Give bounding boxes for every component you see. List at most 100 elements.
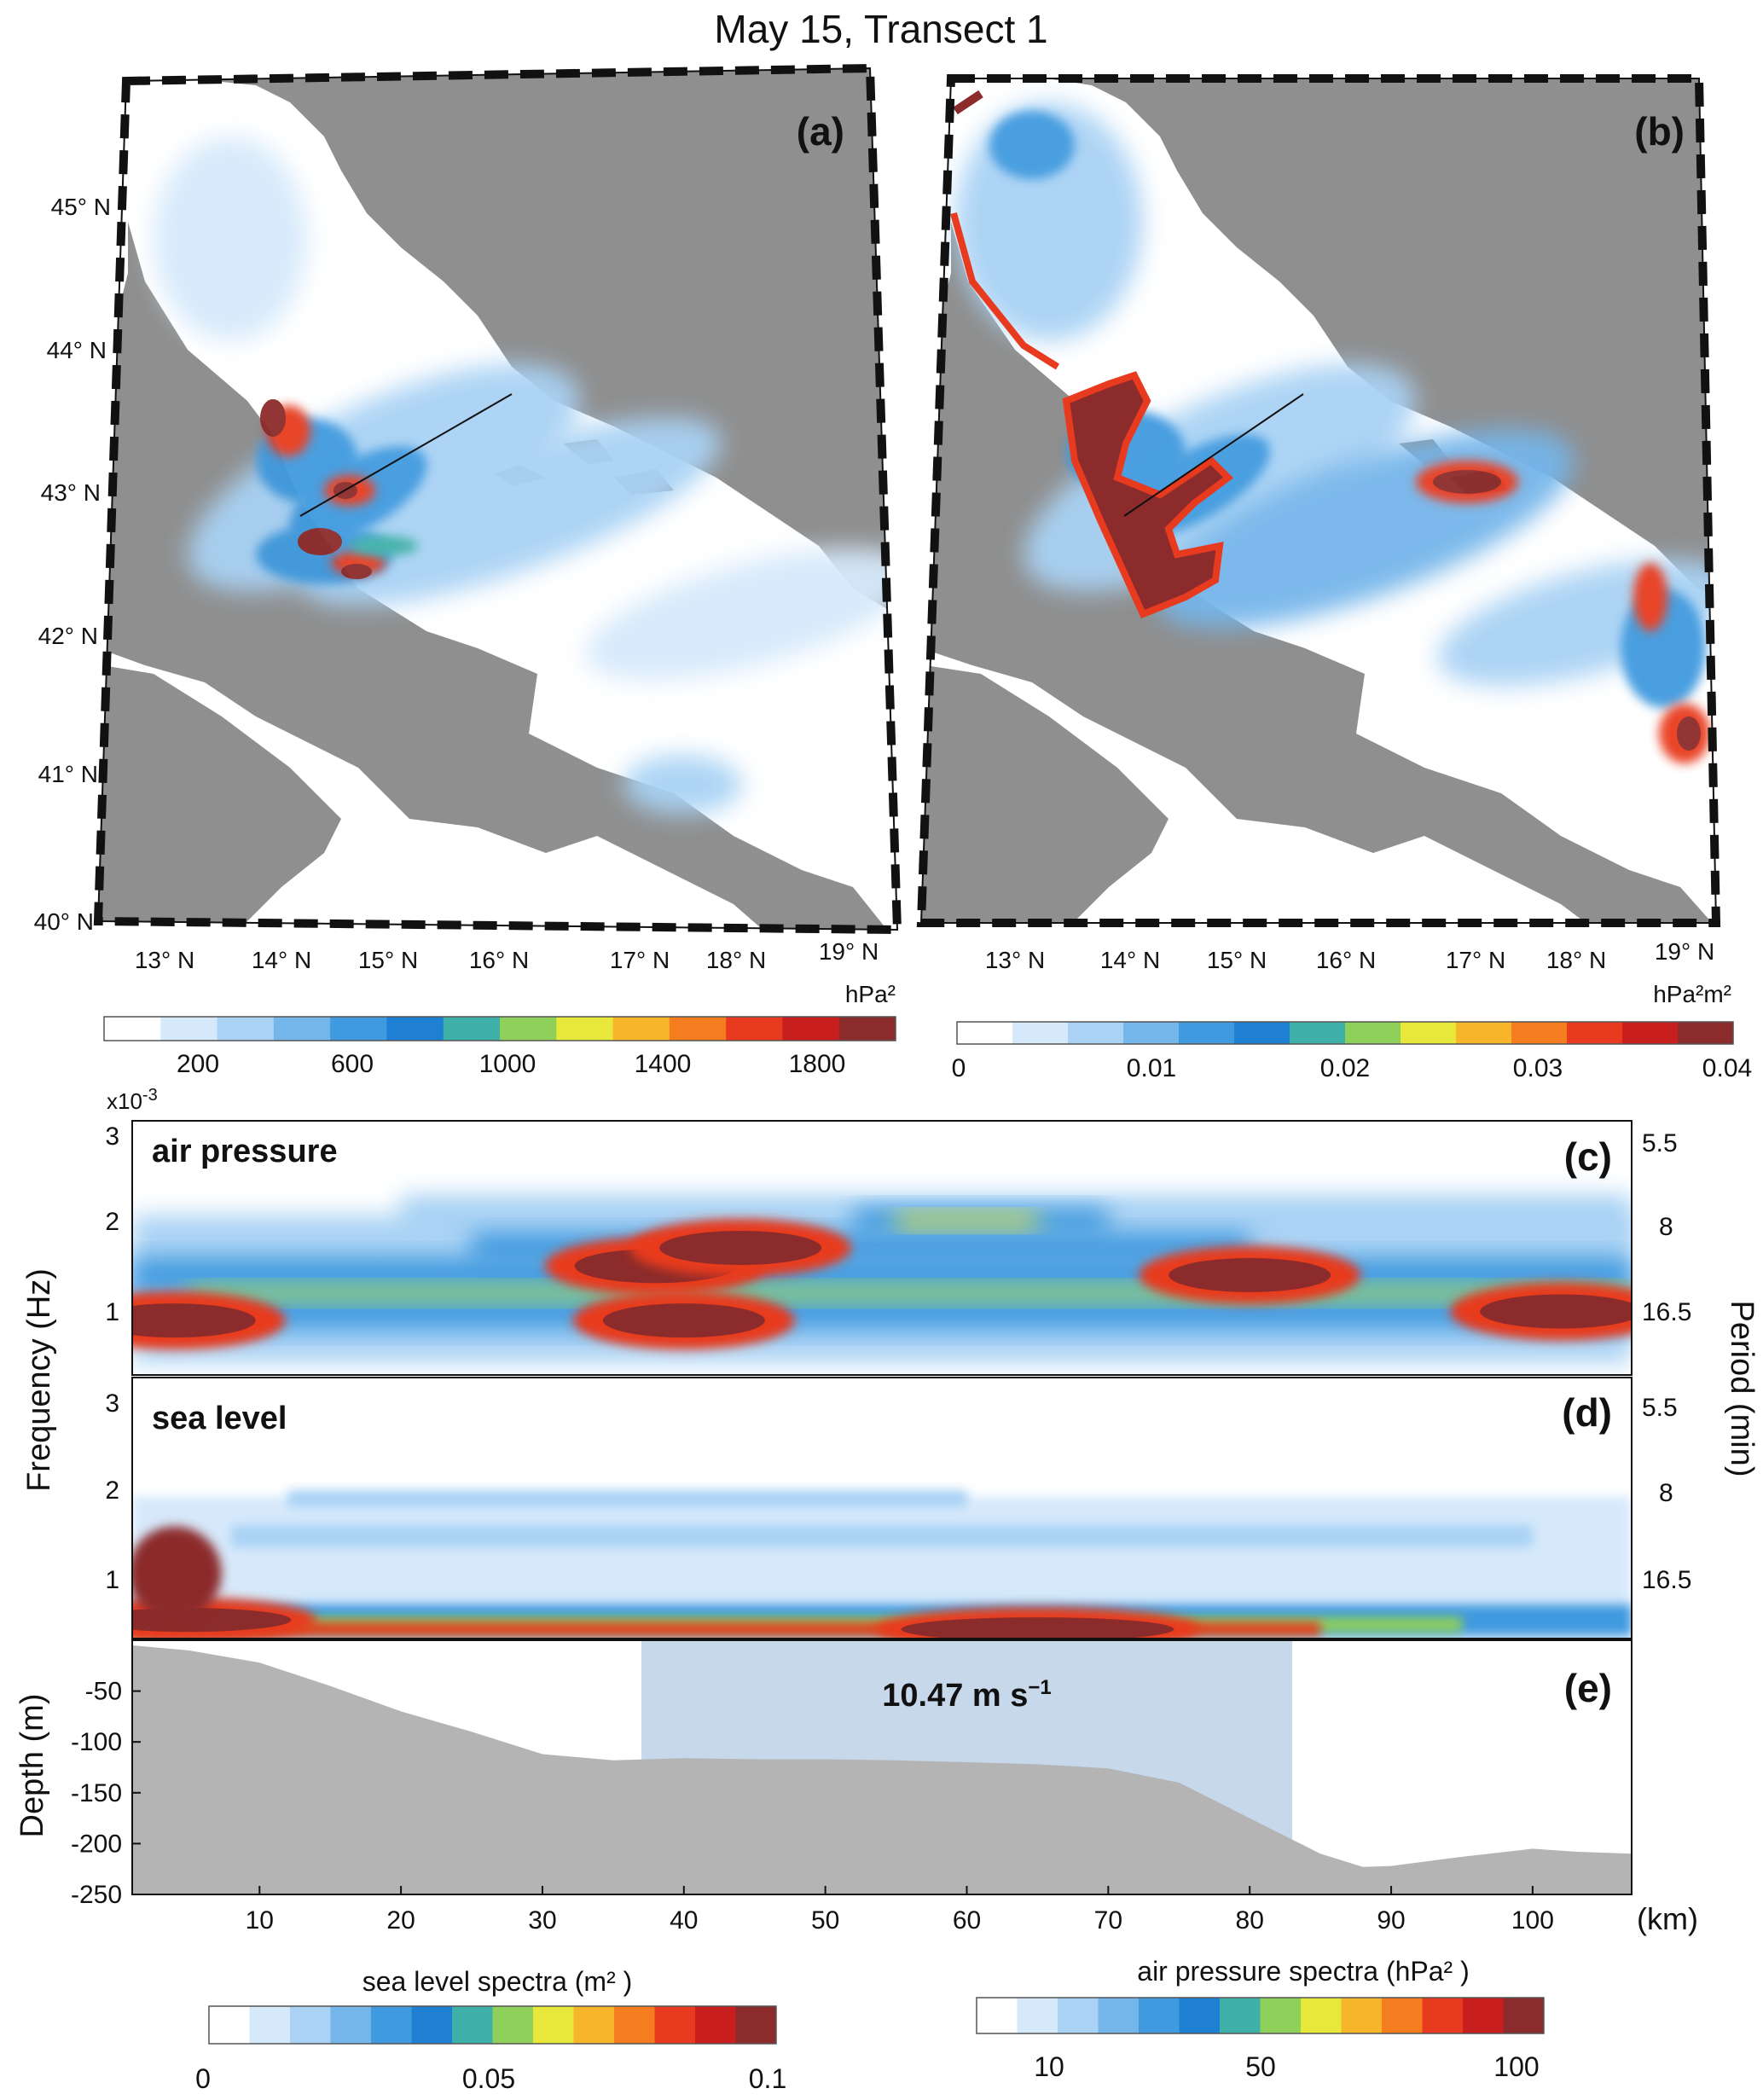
depth-y-ticks: -50 -100 -150 -200 -250 (71, 1678, 141, 1909)
colorbar-sea-level-swatch (452, 2006, 493, 2044)
colorbar-a-tick: 200 (177, 1050, 219, 1078)
colorbar-sea-level-tick: 0.05 (462, 2063, 515, 2094)
colorbar-b-tick: 0.03 (1513, 1054, 1563, 1082)
x-tick-label: 50 (811, 1906, 839, 1935)
colorbar-a-unit: hPa² (845, 981, 896, 1007)
hotspot-core (132, 1526, 222, 1621)
colorbar-sea-level-swatch (290, 2006, 331, 2044)
ytick-c: 1 (105, 1298, 119, 1326)
colorbar-b-swatch (1234, 1022, 1290, 1044)
colorbar-sea-level-swatches (209, 2006, 777, 2044)
panel-label-e: (e) (1564, 1666, 1612, 1710)
bathymetry-area (132, 1645, 1632, 1894)
colorbar-air-pressure-swatch (1341, 1998, 1383, 2033)
map-a-field (154, 136, 897, 815)
lat-label: 45° N (51, 194, 111, 220)
hotspot-core (1169, 1257, 1331, 1292)
y-tick-label: -200 (71, 1830, 122, 1858)
colorbar-a-swatch (104, 1017, 161, 1041)
lon-label: 17° N (610, 947, 670, 973)
colorbar-air-pressure-swatch (1463, 1998, 1504, 2033)
colorbar-a-swatch (160, 1017, 218, 1041)
heatmap-d-field (132, 1490, 1632, 1639)
colorbar-air-pressure-swatch (1139, 1998, 1180, 2033)
colorbar-b-swatch (1068, 1022, 1124, 1044)
colorbar-a-swatches (104, 1017, 896, 1041)
panel-label-d: (d) (1562, 1390, 1612, 1435)
lon-label: 15° N (1207, 947, 1267, 973)
colorbar-sea-level-swatch (249, 2006, 291, 2044)
y-tick-label: -100 (71, 1728, 122, 1756)
colorbar-sea-level-swatch (411, 2006, 453, 2044)
colorbar-a-tick: 1000 (479, 1050, 536, 1078)
colorbar-sea-level-swatch (492, 2006, 534, 2044)
colorbar-b-swatch (1456, 1022, 1512, 1044)
lon-label: 14° N (252, 947, 311, 973)
hotspot-core (132, 1303, 256, 1338)
colorbar-sea-level: sea level spectra (m² ) 0 0.05 0.1 (195, 1966, 786, 2094)
depth-x-ticks: 10 20 30 40 50 60 70 80 90 100 (246, 1886, 1554, 1935)
colorbar-air-pressure-swatch (1179, 1998, 1221, 2033)
colorbar-sea-level-swatch (573, 2006, 615, 2044)
panel-label-a: (a) (797, 109, 844, 154)
colorbar-sea-level-swatch (209, 2006, 250, 2044)
lon-label: 16° N (1316, 947, 1376, 973)
colorbar-a-tick: 1800 (789, 1050, 846, 1078)
colorbar-b-swatch (1511, 1022, 1568, 1044)
depth-axis-title: Depth (m) (14, 1694, 50, 1838)
x-tick-label: 80 (1236, 1906, 1264, 1935)
colorbar-a-swatch (669, 1017, 727, 1041)
colorbar-b-swatch (1179, 1022, 1235, 1044)
colorbar-air-pressure-swatch (1260, 1998, 1302, 2033)
colorbar-a-swatch (386, 1017, 444, 1041)
colorbar-a-swatch (782, 1017, 840, 1041)
lon-label: 17° N (1446, 947, 1505, 973)
y-exponent-base: x10-3 (107, 1086, 158, 1114)
colorbar-air-pressure-tick: 100 (1493, 2051, 1539, 2082)
colorbar-air-pressure-swatch (977, 1998, 1018, 2033)
transect-line-a (299, 393, 513, 517)
colorbar-sea-level-swatch (654, 2006, 696, 2044)
lon-label: 13° N (985, 947, 1045, 973)
lon-label: 18° N (706, 947, 766, 973)
colorbar-b-swatch (1678, 1022, 1734, 1044)
heatmap-panel-d: sea level (d) 3 2 1 5.5 8 16.5 (105, 1377, 1691, 1639)
colorbar-a-swatch (726, 1017, 783, 1041)
ytick-d: 1 (105, 1566, 119, 1594)
colorbar-b-swatch (1401, 1022, 1457, 1044)
y-tick-label: -150 (71, 1779, 122, 1807)
colorbar-a: hPa² 200 600 1000 1400 1800 (103, 981, 896, 1078)
colorbar-b-swatches (957, 1022, 1734, 1044)
hotspot-core (602, 1303, 765, 1338)
ytick-c: 2 (105, 1208, 119, 1236)
colorbar-a-swatch (443, 1017, 501, 1041)
period-tick-d: 5.5 (1642, 1394, 1678, 1422)
colorbar-sea-level-swatch (371, 2006, 412, 2044)
lat-label: 43° N (41, 479, 101, 506)
lon-label: 19° N (819, 938, 879, 965)
y-tick-label: -50 (85, 1678, 122, 1706)
lon-label: 18° N (1546, 947, 1606, 973)
colorbar-sea-level-swatch (533, 2006, 574, 2044)
x-tick-label: 10 (246, 1906, 274, 1935)
colorbar-a-swatch (612, 1017, 670, 1041)
colorbar-air-pressure-swatch (1098, 1998, 1140, 2033)
colorbar-sea-level-tick: 0.1 (749, 2063, 786, 2094)
hotspot-core (1480, 1294, 1632, 1329)
transect-line-b (1123, 393, 1304, 517)
x-tick-label: 90 (1377, 1906, 1405, 1935)
x-axis-unit: (km) (1637, 1901, 1698, 1936)
colorbar-a-swatch (217, 1017, 275, 1041)
colorbar-b-tick: 0 (952, 1054, 966, 1082)
map-panel-a: (a) (93, 63, 902, 935)
colorbar-air-pressure-title: air pressure spectra (hPa² ) (1137, 1956, 1469, 1987)
colorbar-a-swatch (556, 1017, 614, 1041)
period-axis-title: Period (min) (1724, 1301, 1760, 1477)
y-tick-label: -250 (71, 1881, 122, 1909)
map-b-coastal-band (1062, 371, 1234, 619)
hotspot-core (659, 1231, 822, 1265)
colorbar-air-pressure-tick: 10 (1034, 2051, 1064, 2082)
colorbar-a-tick: 1400 (635, 1050, 692, 1078)
colorbar-b-swatch (1012, 1022, 1069, 1044)
colorbar-a-swatch (838, 1017, 896, 1041)
